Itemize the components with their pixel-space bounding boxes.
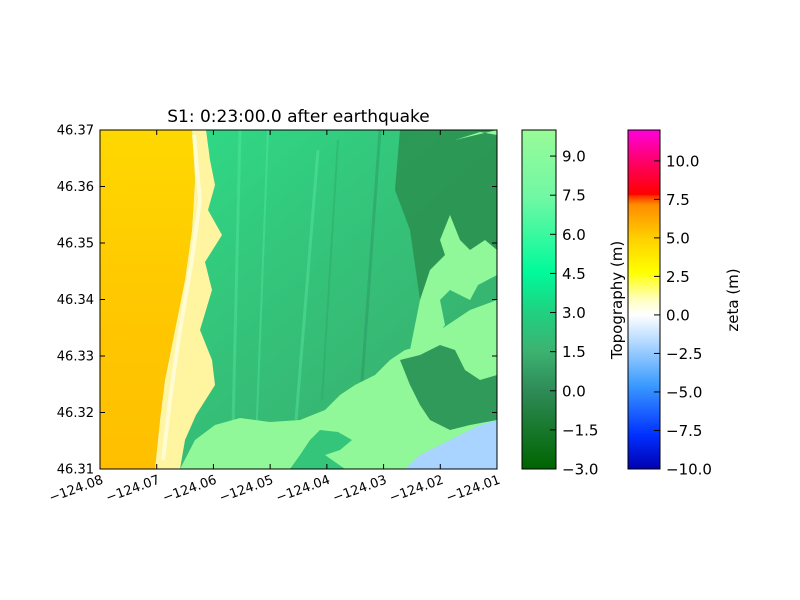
colorbar-tick-label: 10.0: [666, 152, 699, 170]
colorbar-tick-label: −2.5: [666, 345, 702, 363]
colorbar-tick-label: −10.0: [666, 461, 712, 479]
y-tick-label: 46.32: [57, 406, 94, 421]
coastal-high-ground: [180, 300, 497, 469]
colorbar-tick-label: −3.0: [562, 461, 598, 479]
river-inlet: [405, 420, 497, 469]
x-tick-label: −124.05: [217, 473, 275, 506]
colorbar-tick-label: 7.5: [562, 187, 586, 205]
chart-title: S1: 0:23:00.0 after earthquake: [167, 107, 430, 127]
x-tick-label: −124.06: [161, 473, 219, 506]
colorbar-tick-label: −7.5: [666, 422, 702, 440]
zeta-colorbar-ticks: −10.0 −7.5 −5.0 −2.5 0.0 2.5 5.0 7.5 10.0: [654, 152, 712, 479]
y-tick-label: 46.31: [57, 463, 94, 478]
x-tick-label: −124.04: [274, 473, 332, 506]
topography-colorbar-label: Topography (m): [608, 241, 626, 360]
colorbar-tick-label: 1.5: [562, 343, 586, 361]
colorbar-tick-label: 4.5: [562, 265, 586, 283]
topography-colorbar: −3.0 −1.5 0.0 1.5 3.0 4.5 6.0 7.5 9.0 Topography…: [521, 129, 626, 479]
colorbar-tick-label: 6.0: [562, 226, 586, 244]
colorbar-tick-label: 0.0: [562, 382, 586, 400]
colorbar-tick-label: 7.5: [666, 191, 690, 209]
y-tick-label: 46.34: [57, 293, 94, 308]
y-tick-label: 46.35: [57, 237, 94, 252]
x-tick-label: −124.02: [388, 473, 446, 506]
y-tick-label: 46.36: [57, 180, 94, 195]
surf-line: [161, 134, 203, 461]
colorbar-tick-label: 5.0: [666, 229, 690, 247]
map-area: [100, 130, 497, 469]
y-tick-label: 46.33: [57, 350, 94, 365]
zeta-colorbar: −10.0 −7.5 −5.0 −2.5 0.0 2.5 5.0 7.5 10.0 zeta (…: [627, 129, 742, 479]
lowland-channel: [290, 430, 352, 469]
colorbar-tick-label: 9.0: [562, 148, 586, 166]
marsh-lowland: [400, 345, 497, 430]
colorbar-tick-label: −5.0: [666, 383, 702, 401]
topography-colorbar-ticks: −3.0 −1.5 0.0 1.5 3.0 4.5 6.0 7.5 9.0: [550, 148, 598, 479]
land-streaks: [230, 130, 382, 469]
y-tick-label: 46.37: [57, 124, 94, 139]
water-surface-offshore: [100, 130, 195, 469]
x-tick-label: −124.07: [104, 473, 162, 506]
colorbar-tick-label: 3.0: [562, 304, 586, 322]
colorbar-tick-label: 0.0: [666, 306, 690, 324]
x-tick-label: −124.01: [444, 473, 502, 506]
colorbar-tick-label: 2.5: [666, 268, 690, 286]
x-tick-label: −124.08: [47, 473, 105, 506]
y-axis: 46.31 46.32 46.33 46.34 46.35 46.36 46.37: [57, 124, 497, 478]
zeta-colorbar-gradient: [627, 129, 661, 470]
colorbar-tick-label: −1.5: [562, 421, 598, 439]
zeta-colorbar-label: zeta (m): [724, 268, 742, 331]
x-tick-label: −124.03: [331, 473, 389, 506]
topography-colorbar-gradient: [521, 129, 557, 470]
